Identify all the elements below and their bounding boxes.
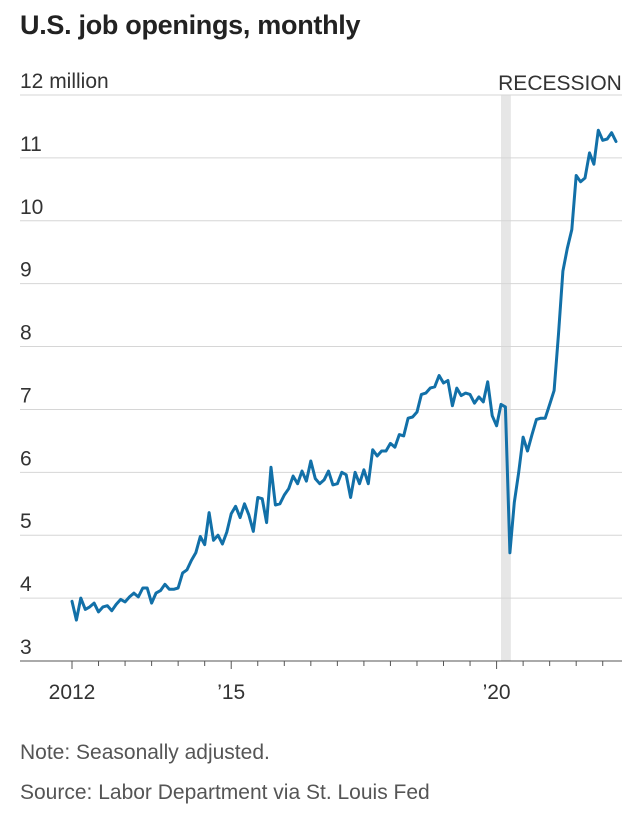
y-tick-label: 4 bbox=[20, 573, 32, 596]
chart-source: Source: Labor Department via St. Louis F… bbox=[20, 781, 430, 804]
gridlines bbox=[20, 94, 622, 599]
x-tick-label: ’20 bbox=[483, 681, 511, 704]
line-chart: RECESSION 3 4 5 6 7 8 9 10 11 12 million 2012 ’15 ’… bbox=[20, 70, 622, 704]
series-layer bbox=[70, 128, 618, 622]
series-line bbox=[70, 128, 618, 622]
chart-note: Note: Seasonally adjusted. bbox=[20, 741, 270, 764]
chart-title: U.S. job openings, monthly bbox=[20, 10, 361, 40]
x-axis-labels: 2012 ’15 ’20 bbox=[49, 681, 511, 704]
recession-layer: RECESSION bbox=[498, 72, 622, 661]
y-tick-label: 8 bbox=[20, 322, 32, 345]
y-tick-label: 12 million bbox=[20, 70, 109, 93]
y-tick-label: 7 bbox=[20, 384, 32, 407]
y-tick-label: 9 bbox=[20, 259, 32, 282]
x-tick-label: ’15 bbox=[217, 681, 245, 704]
y-tick-label: 10 bbox=[20, 196, 43, 219]
y-tick-label: 6 bbox=[20, 447, 32, 470]
y-tick-label: 3 bbox=[20, 636, 32, 659]
recession-label: RECESSION bbox=[498, 72, 622, 95]
y-axis-labels: 3 4 5 6 7 8 9 10 11 12 million bbox=[20, 70, 109, 659]
y-tick-label: 11 bbox=[20, 133, 42, 156]
x-tick-label: 2012 bbox=[49, 681, 96, 704]
x-axis bbox=[20, 660, 622, 669]
recession-band bbox=[501, 95, 511, 661]
y-tick-label: 5 bbox=[20, 510, 32, 533]
